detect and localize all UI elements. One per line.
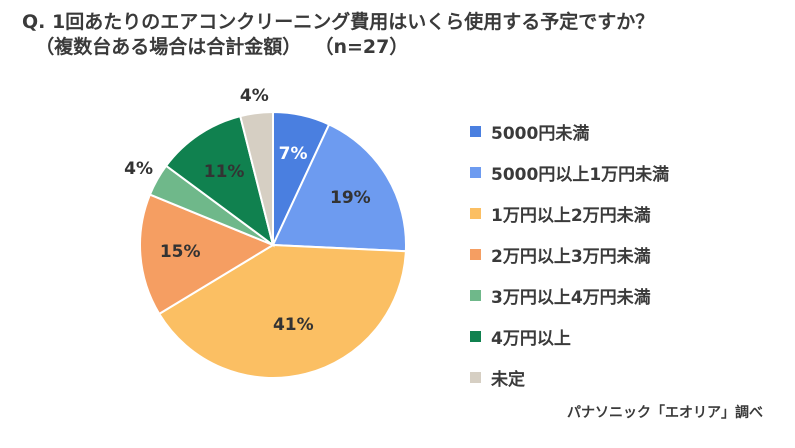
legend-swatch-7 bbox=[470, 372, 481, 383]
legend-label-6: 4万円以上 bbox=[491, 329, 571, 349]
legend-label-5: 3万円以上4万円未満 bbox=[491, 288, 651, 308]
legend-item-5: 3万円以上4万円未満 bbox=[470, 275, 669, 316]
chart-title-line2: （複数台ある場合は合計金額） （n=27） bbox=[22, 35, 654, 60]
pie-slice-6 bbox=[164, 114, 275, 248]
chart-source: パナソニック「エオリア」調べ bbox=[567, 405, 763, 421]
pie-slice-7 bbox=[239, 110, 274, 246]
pie-slice-label-4: 15% bbox=[160, 242, 201, 262]
pie-slice-label-5: 4% bbox=[124, 159, 153, 179]
chart-legend: 5000円未満 5000円以上1万円未満 1万円以上2万円未満 2万円以上3万円未満 3… bbox=[470, 111, 669, 398]
legend-item-1: 5000円未満 bbox=[470, 111, 669, 152]
pie-slice-label-7: 4% bbox=[240, 86, 269, 106]
legend-label-2: 5000円以上1万円未満 bbox=[491, 165, 670, 185]
pie-slice-2 bbox=[271, 123, 407, 253]
pie-slice-label-3: 41% bbox=[273, 315, 314, 335]
legend-swatch-2 bbox=[470, 167, 481, 178]
legend-item-6: 4万円以上 bbox=[470, 316, 669, 357]
chart-title-line1: Q. 1回あたりのエアコンクリーニング費用はいくら使用する予定ですか？ bbox=[22, 11, 655, 33]
pie-slice-label-1: 7% bbox=[279, 144, 308, 164]
chart-title: Q. 1回あたりのエアコンクリーニング費用はいくら使用する予定ですか？ （複数台… bbox=[22, 10, 654, 60]
chart-subtitle: （複数台ある場合は合計金額） bbox=[35, 36, 302, 58]
legend-swatch-4 bbox=[470, 249, 481, 260]
legend-item-4: 2万円以上3万円未満 bbox=[470, 234, 669, 275]
pie-slice-label-6: 11% bbox=[204, 162, 245, 182]
legend-label-7: 未定 bbox=[491, 370, 525, 390]
legend-swatch-6 bbox=[470, 331, 481, 342]
legend-swatch-1 bbox=[470, 126, 481, 137]
legend-label-4: 2万円以上3万円未満 bbox=[491, 247, 651, 267]
legend-item-3: 1万円以上2万円未満 bbox=[470, 193, 669, 234]
pie-slice-3 bbox=[157, 243, 407, 379]
legend-swatch-5 bbox=[470, 290, 481, 301]
chart-sample-size: （n=27） bbox=[314, 36, 409, 58]
legend-item-7: 未定 bbox=[470, 357, 669, 398]
legend-label-3: 1万円以上2万円未満 bbox=[491, 206, 651, 226]
pie-slice-label-2: 19% bbox=[330, 188, 371, 208]
legend-label-1: 5000円未満 bbox=[491, 124, 590, 144]
legend-item-2: 5000円以上1万円未満 bbox=[470, 152, 669, 193]
legend-swatch-3 bbox=[470, 208, 481, 219]
pie-slice-4 bbox=[139, 193, 276, 316]
